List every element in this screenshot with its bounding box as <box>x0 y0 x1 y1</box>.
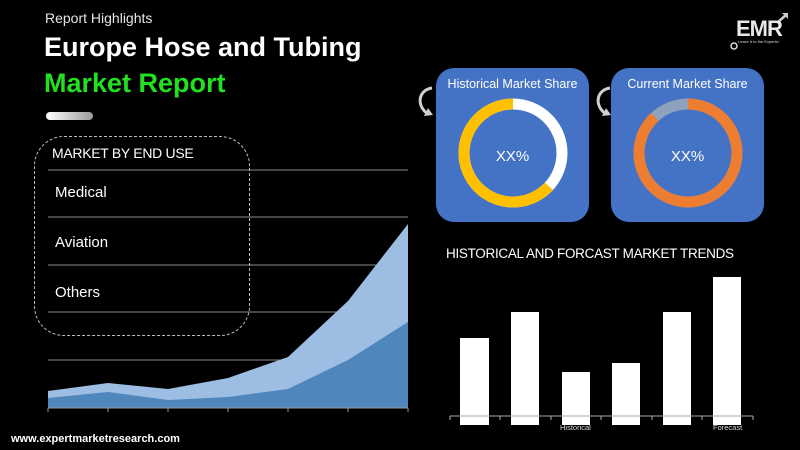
trends-title: HISTORICAL AND FORCAST MARKET TRENDS <box>446 246 734 261</box>
area-series-light <box>48 224 408 408</box>
card-title: Historical Market Share <box>447 77 578 91</box>
logo-arrow-icon <box>730 13 788 50</box>
segment-item-aviation: Aviation <box>55 234 109 251</box>
donut-value: XX% <box>670 148 705 165</box>
historical-axis-label: Historical <box>560 423 591 432</box>
current-share-card: Current Market Share XX% <box>611 68 764 222</box>
historical-share-card: Historical Market Share XX% <box>436 68 589 222</box>
segment-title: MARKET BY END USE <box>52 145 194 161</box>
logo-tagline: Leave it to the Experts! <box>738 39 779 44</box>
area-series-dark <box>48 322 408 408</box>
donut-value: XX% <box>495 148 530 165</box>
segment-panel <box>34 136 250 336</box>
curved-arrow-icon <box>596 86 611 116</box>
emr-logo: EMR Leave it to the Experts! <box>728 12 790 50</box>
page-subtitle: Market Report <box>44 68 226 98</box>
current-donut-chart <box>633 98 743 208</box>
curved-arrow-icon <box>418 86 433 116</box>
historical-donut-chart <box>458 98 568 208</box>
trends-bar-chart <box>449 277 754 425</box>
page-title: Europe Hose and Tubing <box>44 32 362 62</box>
card-title: Current Market Share <box>627 77 748 91</box>
report-kicker: Report Highlights <box>45 10 153 26</box>
forecast-axis-label: Forecast <box>713 423 743 432</box>
title-underline-decoration <box>46 112 93 120</box>
segment-item-medical: Medical <box>55 184 107 201</box>
footer-website-link[interactable]: www.expertmarketresearch.com <box>11 433 180 445</box>
segment-item-others: Others <box>55 284 101 301</box>
logo-text: EMR <box>736 16 783 41</box>
